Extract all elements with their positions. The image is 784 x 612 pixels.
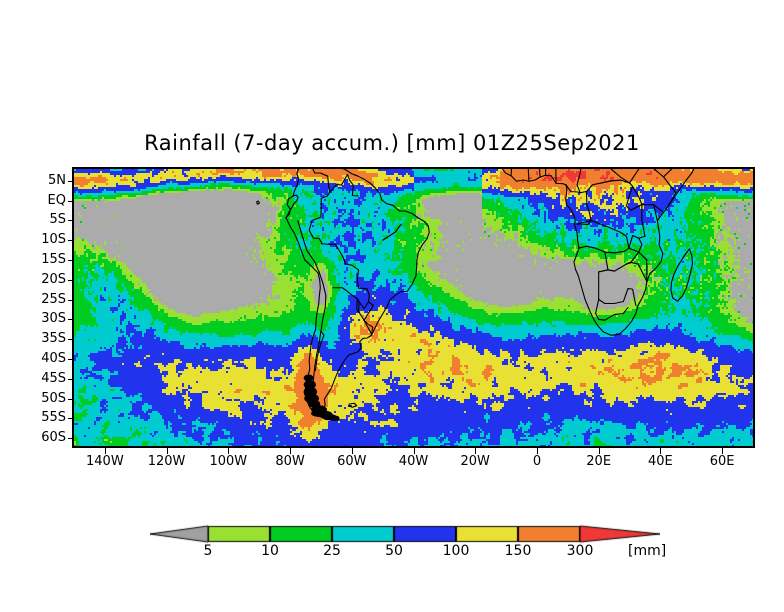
colorbar-tick-label: 150 — [504, 543, 532, 559]
y-tick-label: 25S — [41, 291, 66, 307]
y-tick-mark — [68, 260, 74, 261]
colorbar-tick-label: 10 — [261, 543, 279, 559]
x-tick-mark — [228, 448, 230, 454]
map-plot-area[interactable] — [72, 167, 755, 448]
x-tick-label: 20E — [586, 454, 612, 469]
x-tick-mark — [104, 448, 106, 454]
y-tick-label: 35S — [41, 331, 66, 347]
x-tick-label: 60W — [337, 454, 367, 469]
y-tick-label: 40S — [41, 350, 66, 366]
y-tick-mark — [68, 438, 74, 440]
colorbar-tick-label: 50 — [385, 543, 403, 559]
y-tick-mark — [68, 180, 74, 182]
y-tick-mark — [68, 398, 74, 400]
rainfall-heatmap-canvas[interactable] — [74, 169, 753, 446]
x-tick-mark — [722, 448, 724, 454]
colorbar-tick-label: 300 — [566, 543, 594, 559]
y-tick-mark — [68, 339, 74, 341]
colorbar-canvas[interactable] — [150, 516, 660, 550]
y-tick-label: 15S — [41, 252, 66, 267]
y-tick-mark — [68, 200, 74, 202]
y-tick-label: 5S — [49, 212, 66, 228]
x-tick-label: 60E — [709, 454, 735, 469]
x-tick-mark — [351, 448, 353, 454]
y-tick-mark — [68, 240, 74, 242]
x-tick-label: 100W — [209, 454, 248, 469]
colorbar[interactable] — [0, 516, 784, 576]
y-tick-mark — [68, 220, 74, 222]
y-tick-label: 55S — [41, 410, 66, 426]
y-tick-label: 45S — [41, 370, 66, 386]
x-tick-mark — [290, 448, 292, 454]
x-tick-mark — [413, 448, 415, 454]
y-tick-label: 5N — [48, 172, 66, 188]
y-tick-mark — [68, 279, 74, 281]
x-tick-mark — [166, 448, 168, 454]
y-tick-label: EQ — [47, 192, 66, 208]
y-tick-label: 60S — [41, 430, 66, 446]
x-tick-label: 140W — [86, 454, 124, 469]
x-tick-label: 40E — [648, 454, 673, 469]
y-tick-mark — [68, 319, 74, 321]
y-tick-mark — [68, 378, 74, 380]
page-title: Rainfall (7-day accum.) [mm] 01Z25Sep202… — [144, 131, 640, 155]
colorbar-unit-label: [mm] — [628, 543, 667, 559]
x-tick-label: 20W — [460, 454, 490, 469]
x-tick-label: 80W — [275, 454, 305, 469]
colorbar-tick-label: 100 — [442, 543, 470, 559]
y-tick-mark — [68, 418, 74, 420]
colorbar-tick-label: 5 — [203, 543, 213, 559]
colorbar-tick-label: 25 — [323, 543, 341, 559]
y-tick-mark — [68, 358, 74, 360]
y-tick-label: 20S — [41, 271, 66, 287]
y-tick-label: 10S — [41, 232, 66, 248]
x-tick-label: 40W — [398, 454, 429, 469]
y-tick-mark — [68, 299, 74, 301]
x-tick-label: 120W — [147, 454, 186, 469]
x-tick-mark — [475, 448, 477, 454]
x-tick-mark — [660, 448, 662, 454]
x-tick-mark — [598, 448, 600, 454]
x-tick-mark — [536, 448, 538, 454]
x-tick-label: 0 — [532, 454, 542, 469]
y-tick-label: 50S — [41, 390, 66, 406]
y-tick-label: 30S — [41, 311, 66, 327]
